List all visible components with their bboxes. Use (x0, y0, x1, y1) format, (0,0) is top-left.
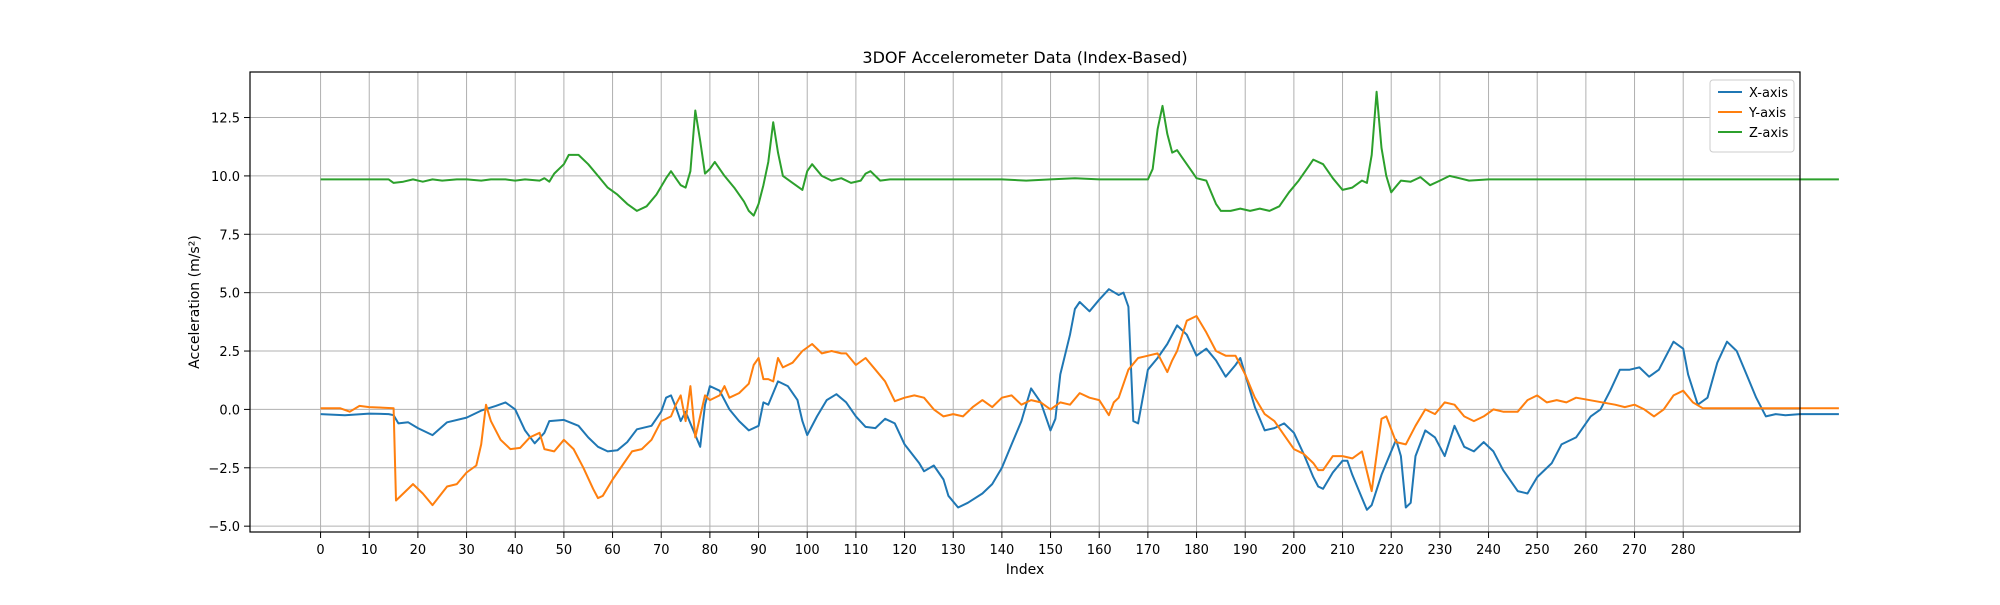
legend-label: Z-axis (1749, 126, 1789, 141)
plot-frame (249, 71, 1801, 533)
x-tick-label: 110 (843, 543, 868, 558)
series-line-y-axis (320, 315, 1839, 507)
x-tick-label: 280 (1671, 543, 1696, 558)
y-tick-label: 5.0 (219, 287, 240, 302)
series-line-x-axis (320, 288, 1839, 511)
series-line-z-axis (320, 90, 1839, 217)
x-tick-label: 40 (507, 543, 524, 558)
axes-layer: 0 10 20 30 40 50 60 70 80 90 100 110 120 130 140 150 160… (208, 112, 1695, 558)
x-tick-label: 140 (989, 543, 1014, 558)
x-tick-label: 190 (1233, 543, 1258, 558)
x-tick-label: 230 (1427, 543, 1452, 558)
x-tick-label: 270 (1622, 543, 1647, 558)
x-tick-label: 30 (458, 543, 475, 558)
y-tick-label: 12.5 (211, 112, 240, 127)
x-tick-label: 0 (316, 543, 324, 558)
x-tick-label: 130 (941, 543, 966, 558)
y-tick-label: −2.5 (208, 462, 240, 477)
x-tick-label: 210 (1330, 543, 1355, 558)
x-tick-label: 200 (1281, 543, 1306, 558)
y-tick-label: 7.5 (219, 228, 240, 243)
x-tick-label: 150 (1038, 543, 1063, 558)
x-tick-label: 10 (361, 543, 378, 558)
legend: X-axis Y-axis Z-axis (1709, 79, 1795, 153)
x-tick-label: 20 (410, 543, 427, 558)
legend-label: Y-axis (1748, 106, 1786, 121)
x-tick-label: 100 (795, 543, 820, 558)
x-tick-label: 240 (1476, 543, 1501, 558)
series-layer (320, 90, 1839, 511)
x-tick-label: 260 (1573, 543, 1598, 558)
x-tick-label: 120 (892, 543, 917, 558)
x-tick-label: 170 (1135, 543, 1160, 558)
y-tick-label: 2.5 (219, 345, 240, 360)
y-tick-label: −5.0 (208, 520, 240, 535)
y-tick-label: 0.0 (219, 403, 240, 418)
x-tick-label: 60 (604, 543, 621, 558)
x-tick-label: 90 (750, 543, 767, 558)
x-axis-label: Index (1006, 562, 1045, 578)
y-axis-label: Acceleration (m/s²) (187, 235, 203, 369)
legend-box (1709, 79, 1795, 153)
x-tick-label: 250 (1525, 543, 1550, 558)
x-tick-label: 160 (1087, 543, 1112, 558)
x-tick-label: 80 (702, 543, 719, 558)
x-tick-label: 70 (653, 543, 670, 558)
x-tick-label: 220 (1379, 543, 1404, 558)
y-tick-label: 10.0 (211, 170, 240, 185)
chart-title: 3DOF Accelerometer Data (Index-Based) (862, 48, 1187, 67)
x-tick-label: 180 (1184, 543, 1209, 558)
grid-layer (250, 72, 1800, 532)
x-tick-label: 50 (556, 543, 573, 558)
legend-label: X-axis (1749, 86, 1788, 101)
